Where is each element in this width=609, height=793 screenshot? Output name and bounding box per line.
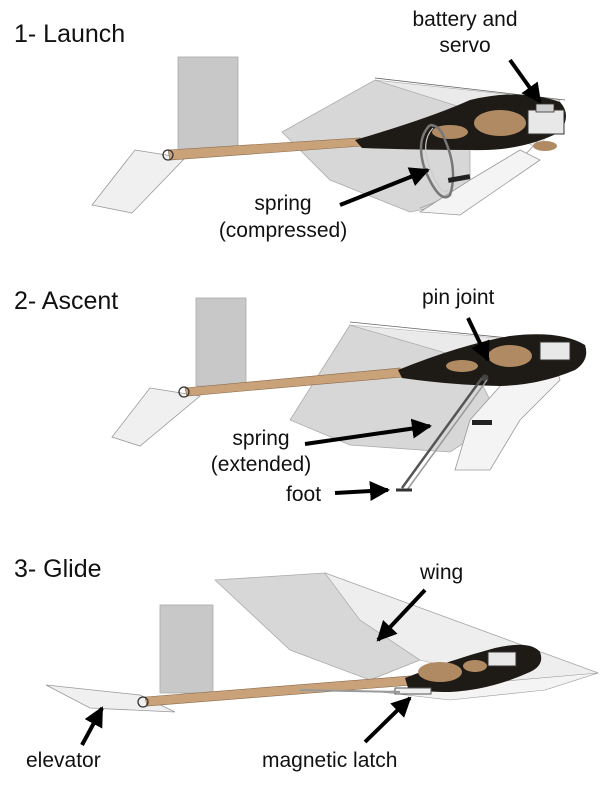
magnetic-latch bbox=[394, 687, 432, 695]
glider-glide bbox=[45, 572, 599, 713]
foot-arrow bbox=[334, 481, 390, 502]
spring-extended-label-1: spring bbox=[232, 427, 290, 450]
spring-extended-arrow bbox=[304, 418, 432, 446]
elevator-arrow bbox=[80, 706, 104, 746]
spring-extended-label-2: (extended) bbox=[210, 453, 312, 476]
battery-servo bbox=[527, 109, 565, 135]
panel-title-glide: 3- Glide bbox=[14, 555, 102, 583]
glider-ascent bbox=[111, 297, 587, 492]
fuselage bbox=[355, 94, 566, 151]
panel-title-ascent: 2- Ascent bbox=[14, 287, 119, 315]
panel-title-launch: 1- Launch bbox=[14, 20, 126, 48]
vertical-tail bbox=[195, 297, 247, 387]
spring-compressed bbox=[419, 123, 455, 199]
elevator bbox=[111, 387, 201, 447]
glider-launch bbox=[91, 56, 566, 216]
foot-label: foot bbox=[286, 483, 322, 506]
battery-servo-label-2: servo bbox=[439, 34, 491, 57]
elevator-label: elevator bbox=[26, 749, 101, 772]
wing-arrow bbox=[376, 588, 427, 642]
spring-compressed-arrow bbox=[339, 167, 430, 207]
magnetic-latch-label: magnetic latch bbox=[262, 749, 398, 772]
spring-compressed-label-1: spring bbox=[254, 192, 312, 215]
battery-servo-label-1: battery and bbox=[412, 8, 518, 31]
battery-arrow bbox=[508, 58, 542, 104]
vertical-tail bbox=[159, 604, 214, 694]
magnetic-latch-arrow bbox=[363, 696, 412, 744]
elevator bbox=[45, 684, 176, 713]
elevator bbox=[91, 149, 186, 214]
spring-extended bbox=[400, 377, 484, 489]
pin-joint bbox=[481, 374, 489, 382]
wing-label: wing bbox=[420, 561, 464, 584]
pin-joint-label: pin joint bbox=[422, 286, 495, 309]
vertical-tail bbox=[177, 56, 239, 153]
spring-compressed-label-2: (compressed) bbox=[218, 219, 348, 242]
pin-joint-arrow bbox=[466, 317, 490, 362]
